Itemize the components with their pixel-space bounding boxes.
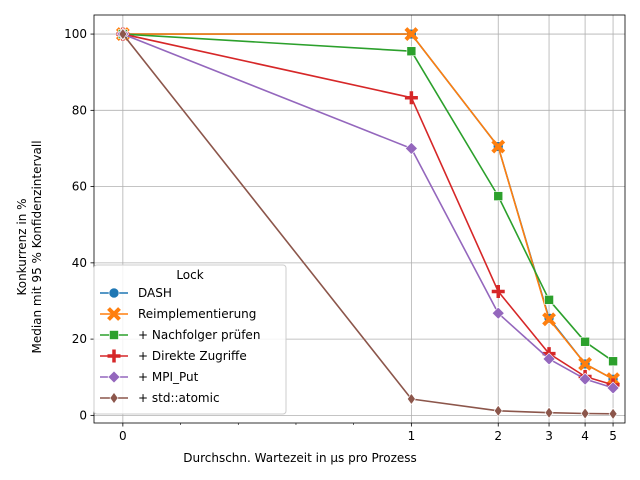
series-line (122, 33, 614, 415)
legend-label: + MPI_Put (138, 370, 199, 384)
y-axis-label: Konkurrenz in % Median mit 95 % Konfiden… (15, 140, 44, 353)
legend-label: + Direkte Zugriffe (138, 349, 247, 363)
data-point (493, 404, 503, 417)
data-point (404, 91, 418, 105)
data-point (491, 284, 505, 298)
x-tick-label: 3 (545, 429, 553, 443)
y-tick-label: 80 (72, 103, 87, 117)
data-point (491, 139, 506, 154)
legend-label: Reimplementierung (138, 307, 256, 321)
x-tick-label: 0 (119, 429, 127, 443)
data-point (406, 46, 417, 57)
data-point (580, 407, 590, 420)
legend-swatch-marker (109, 330, 119, 340)
data-point (404, 142, 418, 155)
axis-ticks: 0 1 2 3 4 5 0 20 40 60 80 100 (64, 27, 617, 443)
data-point (491, 306, 505, 320)
data-point (544, 295, 554, 305)
data-point (542, 352, 556, 366)
series (116, 27, 620, 395)
legend-swatch-marker (107, 349, 121, 363)
x-tick-label: 5 (609, 429, 617, 443)
legend-swatch-marker (107, 370, 121, 384)
legend-swatch-marker (107, 307, 121, 321)
y-axis-label-line-1: Konkurrenz in % (15, 198, 29, 295)
x-tick-label: 4 (581, 429, 589, 443)
y-tick-label: 100 (64, 27, 87, 41)
legend-item: Reimplementierung (100, 307, 256, 321)
legend-item: + MPI_Put (100, 370, 199, 384)
data-point (544, 406, 554, 419)
y-tick-label: 40 (72, 256, 87, 270)
data-point (118, 28, 128, 41)
data-point (606, 381, 620, 395)
legend-items: DASH Reimplementierung + Nachfolger prüfen… (100, 286, 260, 405)
legend: Lock DASH Reimplementierung + Nachfolger p… (93, 264, 287, 415)
y-tick-label: 60 (72, 180, 87, 194)
data-point (493, 191, 504, 201)
legend-title: Lock (176, 268, 203, 282)
data-point (404, 27, 419, 41)
data-point (580, 336, 590, 347)
legend-item: + Direkte Zugriffe (100, 349, 247, 363)
series (118, 28, 618, 420)
legend-label: + Nachfolger prüfen (138, 328, 260, 342)
legend-item: DASH (100, 286, 172, 300)
legend-swatch-marker (108, 287, 120, 299)
y-tick-label: 20 (72, 332, 87, 346)
legend-label: + std::atomic (138, 391, 220, 405)
data-point (542, 312, 556, 327)
x-axis-label: Durchschn. Wartezeit in µs pro Prozess (183, 451, 417, 465)
data-point (608, 407, 618, 420)
legend-swatch-marker (109, 391, 119, 405)
x-tick-label: 2 (494, 429, 502, 443)
x-tick-label: 1 (408, 429, 416, 443)
data-point (578, 372, 592, 386)
data-point (407, 392, 416, 405)
plot-frame (93, 14, 626, 424)
legend-item: + std::atomic (100, 391, 220, 405)
y-axis-label-line-2: Median mit 95 % Konfidenzintervall (30, 140, 44, 353)
series-layer (115, 27, 620, 420)
legend-label: DASH (138, 286, 172, 300)
data-point (578, 356, 593, 371)
y-tick-label: 0 (79, 408, 87, 422)
legend-box (93, 264, 287, 415)
data-point (608, 356, 618, 367)
legend-item: + Nachfolger prüfen (100, 328, 260, 342)
